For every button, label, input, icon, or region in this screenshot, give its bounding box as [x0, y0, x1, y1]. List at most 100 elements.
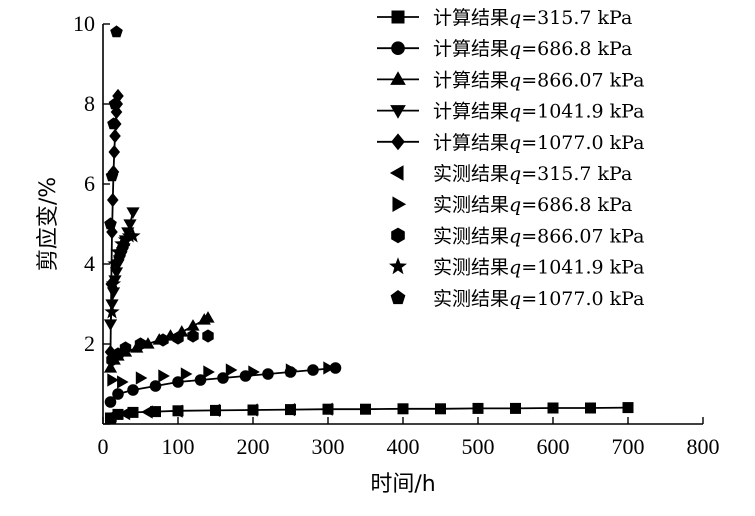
- legend-marker: [389, 165, 404, 181]
- data-point: [585, 402, 596, 414]
- data-point: [106, 287, 121, 299]
- data-point: [106, 192, 119, 208]
- legend-label: 计算结果q=1041.9 kPa: [433, 101, 644, 123]
- x-tick-label: 200: [237, 434, 270, 459]
- y-tick-label: 4: [84, 251, 95, 276]
- data-point: [283, 403, 296, 417]
- series-layer: [103, 25, 634, 424]
- legend-item: 计算结果q=1041.9 kPa: [377, 101, 644, 123]
- data-point: [119, 341, 132, 355]
- data-point: [118, 407, 131, 421]
- legend-item: 实测结果q=1041.9 kPa: [389, 257, 644, 279]
- data-point: [547, 402, 559, 414]
- data-point: [172, 331, 184, 345]
- legend-item: 实测结果q=686.8 kPa: [392, 194, 632, 216]
- series-9: [104, 228, 141, 319]
- data-point: [510, 402, 521, 414]
- x-tick-label: 100: [162, 434, 195, 459]
- data-point: [246, 403, 258, 417]
- x-tick-label: 300: [312, 434, 345, 459]
- data-point: [472, 402, 484, 414]
- data-point: [112, 408, 124, 420]
- legend-label: 实测结果q=866.07 kPa: [433, 225, 644, 247]
- legend-item: 实测结果q=866.07 kPa: [391, 225, 644, 247]
- series-6: [105, 402, 333, 423]
- legend-label: 实测结果q=315.7 kPa: [433, 163, 632, 185]
- data-point: [307, 364, 319, 376]
- data-point: [285, 363, 298, 377]
- data-point: [104, 217, 117, 230]
- data-point: [622, 402, 634, 414]
- data-point: [158, 369, 170, 383]
- x-axis-title: 时间/h: [370, 472, 435, 497]
- y-tick-label: 6: [84, 171, 95, 196]
- y-tick-label: 2: [84, 331, 95, 356]
- x-tick-label: 500: [462, 434, 495, 459]
- data-point: [201, 311, 215, 323]
- data-point: [127, 384, 139, 396]
- legend-marker: [390, 71, 406, 85]
- data-point: [123, 219, 137, 231]
- data-point: [171, 404, 183, 418]
- data-point: [141, 405, 153, 419]
- legend-marker: [391, 41, 405, 56]
- data-point: [202, 329, 214, 343]
- legend-label: 计算结果q=866.07 kPa: [433, 69, 644, 91]
- data-point: [105, 409, 117, 423]
- data-point: [126, 207, 140, 219]
- legend-item: 计算结果q=1077.0 kPa: [377, 132, 644, 154]
- legend-marker: [390, 105, 406, 119]
- x-tick-label: 700: [612, 434, 645, 459]
- y-axis-title: 剪应变/%: [36, 177, 61, 271]
- data-point: [187, 329, 199, 343]
- y-tick-label: 8: [84, 91, 95, 116]
- legend-label: 计算结果q=1077.0 kPa: [433, 132, 644, 154]
- series-8: [106, 329, 214, 367]
- data-point: [329, 362, 342, 374]
- data-point: [127, 406, 139, 418]
- legend-label: 实测结果q=1041.9 kPa: [433, 257, 644, 279]
- data-point: [186, 319, 200, 331]
- data-point: [104, 304, 120, 319]
- data-point: [112, 388, 124, 400]
- data-point: [107, 373, 119, 387]
- data-point: [180, 367, 193, 381]
- ticks: 0 100 200 300 400 500 600 700 800 2 4 6 8 10: [73, 11, 720, 459]
- legend-item: 实测结果q=1077.0 kPa: [390, 288, 644, 310]
- data-point: [108, 97, 122, 110]
- legend-label: 实测结果q=686.8 kPa: [433, 194, 632, 216]
- data-point: [110, 25, 123, 38]
- data-point: [397, 403, 409, 415]
- y-tick-label: 10: [73, 11, 95, 36]
- series-2: [104, 362, 342, 408]
- legend-marker: [391, 10, 405, 24]
- legend-item: 计算结果q=686.8 kPa: [377, 38, 632, 60]
- series-1: [105, 402, 634, 424]
- data-point: [149, 380, 162, 392]
- data-point: [109, 128, 121, 144]
- legend-label: 计算结果q=686.8 kPa: [433, 38, 632, 60]
- series-7: [107, 361, 335, 389]
- series-10: [104, 25, 123, 230]
- data-point: [107, 117, 120, 130]
- data-point: [105, 169, 119, 182]
- legend-item: 计算结果q=315.7 kPa: [377, 7, 632, 29]
- data-point: [157, 333, 169, 347]
- data-point: [225, 363, 238, 377]
- series-5: [104, 88, 124, 360]
- legend-label: 实测结果q=1077.0 kPa: [433, 288, 644, 310]
- legend: 计算结果q=315.7 kPa 计算结果q=686.8 kPa 计算结果q=866.…: [377, 7, 644, 310]
- data-point: [117, 375, 129, 389]
- data-point: [135, 371, 148, 385]
- data-point: [107, 256, 123, 271]
- legend-item: 实测结果q=315.7 kPa: [389, 163, 632, 185]
- data-point: [104, 396, 117, 408]
- legend-marker: [390, 290, 406, 305]
- x-tick-label: 800: [687, 434, 720, 459]
- data-point: [435, 403, 446, 415]
- data-point: [108, 144, 121, 160]
- legend-label: 计算结果q=315.7 kPa: [433, 7, 632, 29]
- x-tick-label: 600: [537, 434, 570, 459]
- data-point: [208, 403, 221, 417]
